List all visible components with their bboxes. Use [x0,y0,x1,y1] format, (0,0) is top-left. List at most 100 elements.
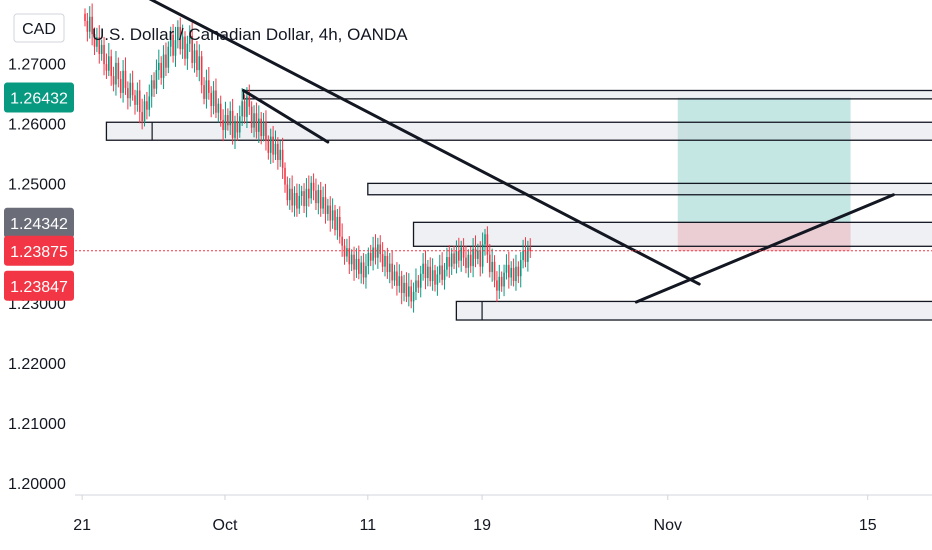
position-profit-area[interactable] [677,97,851,223]
resistance-zone-1[interactable] [242,89,932,100]
candle-body [348,248,351,265]
candle-body [227,115,229,126]
time-tick-label: 15 [859,517,877,534]
candle-body [477,250,479,259]
candle-body [512,267,515,282]
candle-body [103,44,105,65]
price-tag [4,207,74,238]
price-tags: 1.26432 1.24342 1.23875 1.23847 [4,82,74,301]
price-tag [4,235,74,266]
candle-body [119,79,122,93]
price-tag-label: 1.23847 [10,279,68,296]
candle-body [379,244,382,255]
candle-body [374,247,377,258]
candle-body [108,56,110,71]
candle-body [367,252,370,267]
candle-body [160,62,162,78]
candle-body [212,90,215,107]
candle-body [462,247,465,258]
candle-body [491,261,493,273]
candle-body [117,62,120,80]
candle-body [229,110,232,126]
candle-body [372,247,374,261]
candle-body [412,291,415,302]
candle-body [419,273,422,288]
candle-body [260,118,262,137]
candle-body [150,80,153,97]
candle-body [355,258,358,270]
candle-body [200,56,203,86]
candle-body [169,34,172,47]
candle-body [469,254,472,267]
candle-body [529,247,532,252]
candle-body [322,197,324,209]
candle-body [486,234,489,255]
candle-body [258,118,260,132]
candle-body [124,70,127,89]
candle-body [274,143,277,155]
candle-body [315,190,317,204]
candle-body [503,272,505,287]
candle-body [277,143,279,161]
candle-body [498,276,501,291]
candle-body [100,44,103,54]
candle-body [262,122,265,137]
candle-body [508,264,510,278]
candle-body [219,103,222,120]
candle-body [381,254,384,267]
candle-body [434,270,436,285]
candle-body [155,70,158,89]
candle-body [365,266,367,278]
supply-zone[interactable] [412,221,932,247]
candle-body [177,26,179,41]
candle-body [238,116,241,133]
candle-body [488,254,491,273]
candle-body [84,13,86,21]
candle-body [493,261,496,281]
down-trendline-upper[interactable] [242,88,330,144]
zones[interactable] [105,89,932,321]
candle-body [110,56,112,77]
support-zone[interactable] [455,300,932,321]
trendlines[interactable] [115,0,895,304]
candle-body [265,122,267,141]
candle-body [505,264,508,273]
candle-body [310,182,312,199]
time-tick-label: 21 [73,517,91,534]
candle-body [303,191,305,207]
candle-body [458,251,460,261]
candle-body [253,113,255,128]
currency-badge[interactable] [13,13,65,43]
candle-body [269,136,272,153]
candle-body [93,34,96,47]
candle-body [484,234,486,245]
candle-body [317,189,320,204]
candle-body [417,280,420,288]
candle-body [369,252,372,261]
candle-body [527,247,529,262]
candle-body [203,85,205,99]
candle-body [167,46,170,68]
chart-title: U.S. Dollar / Canadian Dollar, 4h, OANDA [92,25,408,44]
candle-body [288,188,291,201]
candle-body [455,251,458,264]
candle-body [496,280,498,291]
candle-body [88,16,91,32]
candle-body [448,257,451,267]
candle-body [327,205,329,214]
resistance-zone-2[interactable] [105,121,932,141]
time-axis[interactable]: 21 Oct 11 19 Nov 15 [73,495,877,534]
candle-body [186,43,189,59]
candle-body [179,26,182,50]
down-trendline[interactable] [115,0,701,286]
currency-label: CAD [22,21,56,38]
candle-body [524,250,527,262]
candle-body [479,250,482,267]
candle-body [472,248,474,267]
up-trendline[interactable] [634,193,895,304]
candle-body [358,258,360,274]
position-tool[interactable] [677,97,851,252]
resistance-zone-3[interactable] [367,182,932,196]
candle-body [450,253,453,267]
